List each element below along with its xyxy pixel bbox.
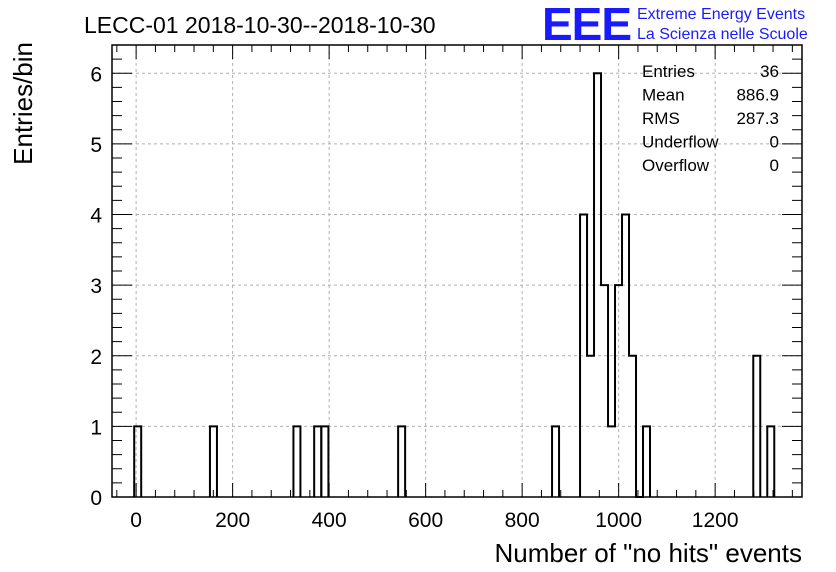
stats-label: Overflow bbox=[642, 156, 710, 175]
histogram-bin bbox=[587, 356, 594, 497]
histogram-bin bbox=[629, 356, 636, 497]
histogram-bin bbox=[601, 285, 608, 497]
y-tick-label: 5 bbox=[90, 134, 102, 157]
stats-value: 287.3 bbox=[736, 109, 779, 128]
y-tick-label: 4 bbox=[90, 205, 102, 228]
x-axis-title: Number of "no hits" events bbox=[495, 538, 803, 568]
x-tick-label: 1000 bbox=[595, 509, 642, 532]
stats-value: 0 bbox=[770, 133, 779, 152]
histogram-bin bbox=[608, 426, 615, 497]
logo-line-2: La Scienza nelle Scuole bbox=[637, 26, 808, 43]
y-tick-label: 1 bbox=[90, 416, 102, 439]
x-tick-label: 0 bbox=[130, 509, 142, 532]
stats-label: Entries bbox=[642, 62, 695, 81]
plot-frame bbox=[111, 44, 803, 498]
histogram-outline bbox=[133, 72, 776, 498]
axis-ticks bbox=[112, 45, 802, 498]
x-tick-label: 800 bbox=[505, 509, 540, 532]
histogram-bin bbox=[398, 426, 405, 497]
x-tick-label: 1200 bbox=[692, 509, 739, 532]
histogram-bin bbox=[622, 215, 629, 498]
histogram-bin bbox=[615, 285, 622, 497]
y-axis-title: Entries/bin bbox=[8, 42, 38, 165]
x-tick-label: 600 bbox=[408, 509, 443, 532]
stats-label: Mean bbox=[642, 86, 685, 105]
y-tick-label: 3 bbox=[90, 275, 102, 298]
histogram-bin bbox=[134, 426, 141, 497]
x-tick-label: 200 bbox=[215, 509, 250, 532]
chart-title: LECC-01 2018-10-30--2018-10-30 bbox=[84, 12, 436, 38]
y-tick-label: 0 bbox=[90, 487, 102, 510]
logo-line-1: Extreme Energy Events bbox=[637, 6, 805, 23]
histogram-bin bbox=[210, 426, 217, 497]
y-tick-labels: 0 1 2 3 4 5 6 bbox=[90, 63, 102, 510]
grid-lines bbox=[112, 45, 802, 497]
histogram-bin bbox=[753, 356, 760, 497]
histogram-bin bbox=[594, 73, 601, 497]
stats-value: 886.9 bbox=[736, 86, 779, 105]
histogram-bin bbox=[293, 426, 300, 497]
stats-box: Entries 36 Mean 886.9 RMS 287.3 Underflow 0 Over… bbox=[642, 62, 779, 175]
histogram-bin bbox=[580, 215, 587, 498]
stats-label: Underflow bbox=[642, 133, 719, 152]
y-tick-label: 6 bbox=[90, 63, 102, 86]
x-tick-label: 400 bbox=[312, 509, 347, 532]
y-tick-label: 2 bbox=[90, 346, 102, 369]
stats-label: RMS bbox=[642, 109, 680, 128]
histogram-bin bbox=[643, 426, 650, 497]
histogram-bin bbox=[767, 426, 774, 497]
stats-value: 0 bbox=[770, 156, 779, 175]
histogram-bin bbox=[552, 426, 559, 497]
logo-mark: EEE bbox=[542, 0, 631, 50]
x-tick-labels: 0 200 400 600 800 1000 1200 bbox=[130, 509, 738, 532]
stats-value: 36 bbox=[760, 62, 779, 81]
eee-logo: EEE Extreme Energy Events La Scienza nel… bbox=[542, 0, 808, 50]
histogram-bars bbox=[133, 72, 776, 498]
histogram-bin bbox=[314, 426, 321, 497]
histogram-bin bbox=[321, 426, 328, 497]
